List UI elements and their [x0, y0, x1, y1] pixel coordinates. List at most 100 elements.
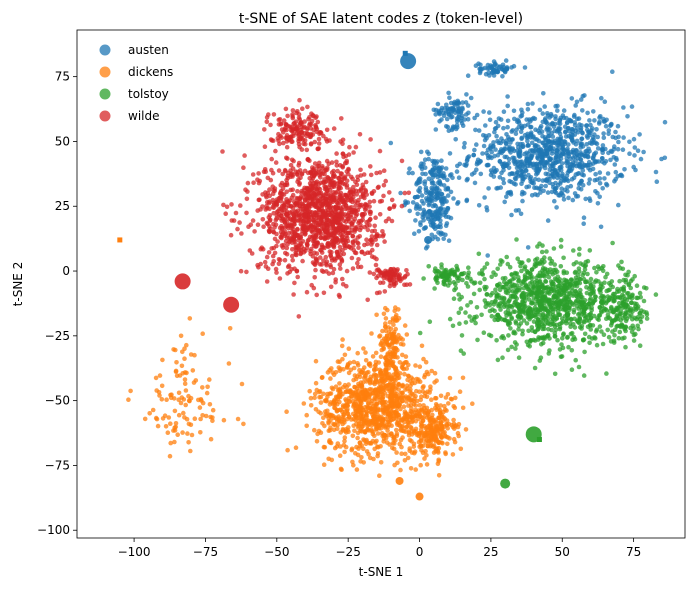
point-dickens: [398, 426, 404, 432]
point-tolstoy: [550, 321, 555, 327]
point-austen: [570, 129, 575, 134]
point-austen: [583, 196, 588, 202]
point-austen: [547, 167, 553, 172]
point-dickens: [375, 451, 381, 456]
point-dickens: [335, 407, 340, 413]
point-tolstoy: [635, 295, 641, 301]
point-tolstoy: [495, 283, 500, 288]
blob-austen: [424, 235, 433, 244]
point-dickens: [390, 417, 395, 422]
point-dickens: [173, 347, 178, 353]
point-wilde: [292, 280, 297, 286]
point-wilde: [268, 177, 274, 183]
point-austen: [499, 147, 504, 152]
point-austen: [489, 149, 495, 155]
point-austen: [462, 162, 467, 168]
point-tolstoy: [546, 326, 551, 332]
point-tolstoy: [474, 314, 479, 320]
point-tolstoy: [517, 316, 522, 322]
point-austen: [592, 118, 597, 123]
point-dickens: [381, 433, 387, 438]
point-austen: [443, 110, 449, 115]
point-austen: [433, 112, 439, 117]
point-wilde: [313, 267, 318, 273]
point-tolstoy: [578, 261, 583, 266]
point-austen: [613, 169, 619, 175]
point-austen: [536, 177, 541, 183]
point-tolstoy: [491, 270, 496, 275]
point-austen: [568, 156, 573, 162]
point-tolstoy: [546, 351, 552, 356]
point-dickens: [405, 455, 411, 461]
point-tolstoy: [546, 274, 552, 280]
point-tolstoy: [459, 333, 465, 338]
point-austen: [466, 154, 472, 159]
point-dickens: [183, 388, 189, 393]
point-austen: [565, 149, 571, 155]
point-dickens: [391, 446, 397, 452]
point-dickens: [408, 393, 413, 399]
point-tolstoy: [607, 316, 613, 321]
point-dickens: [371, 429, 376, 435]
point-austen: [406, 170, 412, 176]
point-wilde: [256, 171, 261, 176]
point-tolstoy: [540, 261, 545, 266]
point-tolstoy: [558, 288, 563, 293]
point-tolstoy: [637, 290, 643, 296]
point-austen: [435, 159, 440, 164]
point-wilde: [381, 182, 387, 188]
point-wilde: [273, 148, 278, 154]
point-dickens: [150, 407, 156, 413]
point-austen: [492, 153, 497, 159]
point-austen: [533, 177, 538, 182]
point-dickens: [332, 422, 337, 428]
point-dickens: [445, 441, 450, 447]
point-wilde: [271, 210, 277, 216]
point-tolstoy: [620, 336, 625, 341]
point-tolstoy: [554, 269, 560, 275]
point-austen: [419, 193, 425, 198]
point-tolstoy: [560, 336, 565, 341]
point-dickens: [419, 343, 425, 349]
point-austen: [566, 142, 571, 147]
point-austen: [599, 95, 604, 101]
point-austen: [420, 171, 425, 177]
point-austen: [439, 117, 444, 122]
point-dickens: [395, 460, 400, 466]
point-dickens: [381, 346, 386, 352]
point-austen: [576, 171, 582, 176]
point-tolstoy: [588, 280, 593, 286]
blob-tolstoy: [500, 478, 511, 489]
point-wilde: [324, 269, 329, 274]
point-austen: [502, 199, 508, 205]
point-austen: [422, 157, 428, 162]
point-wilde: [340, 141, 345, 147]
point-tolstoy: [615, 323, 620, 329]
point-wilde: [340, 164, 345, 169]
point-austen: [587, 177, 592, 182]
point-dickens: [427, 390, 432, 395]
point-austen: [615, 123, 621, 129]
point-tolstoy: [564, 279, 569, 284]
point-austen: [426, 156, 431, 162]
point-dickens: [378, 373, 384, 379]
point-dickens: [414, 398, 420, 404]
point-austen: [590, 161, 596, 166]
point-tolstoy: [586, 318, 592, 323]
point-dickens: [387, 343, 392, 348]
point-dickens: [412, 430, 417, 435]
point-tolstoy: [447, 269, 453, 275]
point-dickens: [198, 430, 203, 435]
point-tolstoy: [607, 295, 612, 301]
point-austen: [560, 113, 566, 118]
point-tolstoy: [513, 346, 518, 351]
point-dickens: [362, 396, 368, 401]
point-dickens: [328, 376, 333, 381]
point-austen: [472, 147, 477, 153]
point-austen: [521, 163, 526, 168]
point-austen: [572, 120, 577, 125]
point-tolstoy: [601, 332, 607, 338]
point-austen: [454, 122, 460, 128]
point-austen: [553, 103, 558, 109]
point-dickens: [370, 420, 376, 425]
